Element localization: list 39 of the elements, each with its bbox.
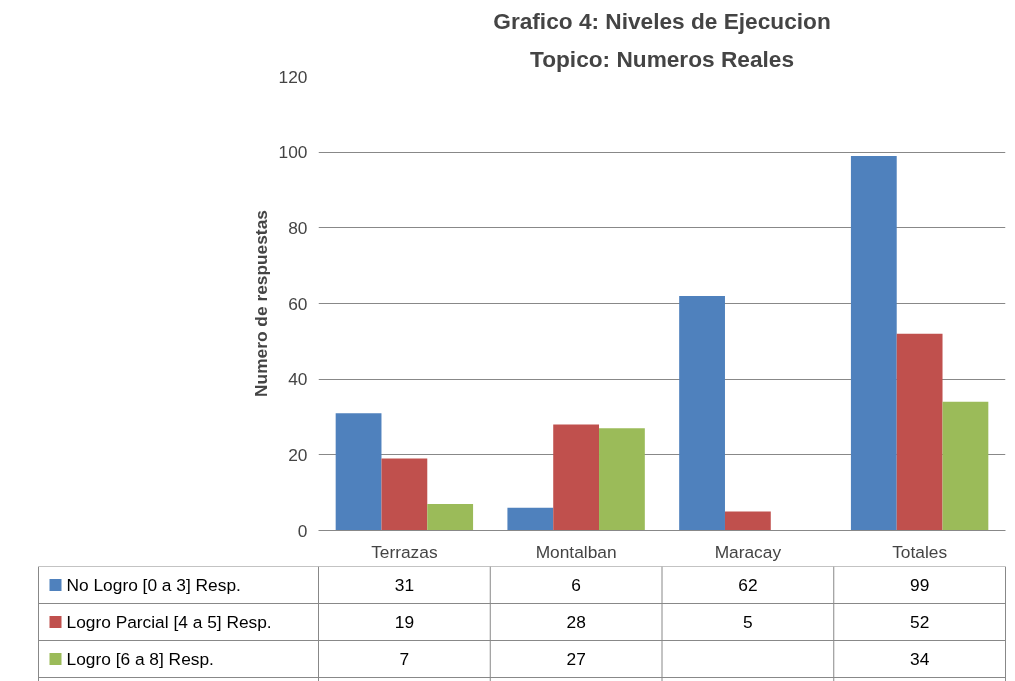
bar — [507, 507, 554, 531]
legend-label: No Logro [0 a 3] Resp. — [66, 575, 241, 595]
data-label: 5 — [743, 612, 753, 632]
bar — [724, 511, 771, 531]
data-label: 62 — [738, 575, 758, 595]
x-tick-label: Terrazas — [371, 541, 438, 562]
bar — [679, 295, 725, 531]
chart-title: Grafico 4: Niveles de Ejecucion — [493, 7, 831, 34]
y-axis-title: Numero de respuestas — [250, 210, 271, 397]
x-tick-label: Maracay — [714, 541, 782, 562]
x-tick-label: Totales — [892, 541, 948, 562]
y-tick-label: 100 — [278, 142, 308, 163]
data-label: 7 — [399, 649, 410, 669]
legend-label: Logro Parcial [4 a 5] Resp. — [66, 612, 272, 632]
bar — [381, 458, 428, 531]
x-tick-label: Montalban — [535, 541, 617, 562]
bar — [599, 428, 645, 531]
data-label: 99 — [909, 575, 930, 595]
data-label: 27 — [566, 649, 586, 669]
y-tick-label: 20 — [288, 444, 308, 465]
bar — [896, 333, 943, 531]
data-label: 19 — [394, 612, 415, 632]
data-label: 52 — [909, 612, 930, 632]
legend-label: Logro [6 a 8] Resp. — [66, 649, 214, 669]
data-label: 28 — [566, 612, 586, 632]
bar — [553, 424, 600, 531]
bar — [427, 504, 474, 531]
y-tick-label: 0 — [297, 520, 308, 541]
bar — [335, 413, 382, 531]
y-tick-label: 40 — [288, 369, 308, 390]
data-label: 34 — [909, 649, 930, 669]
bar — [850, 155, 897, 531]
y-tick-label: 60 — [288, 293, 308, 314]
y-tick-label: 80 — [288, 217, 308, 238]
data-label: 31 — [394, 575, 415, 595]
data-label: 6 — [571, 575, 581, 595]
bar — [942, 401, 989, 531]
y-tick-label: 120 — [278, 66, 308, 87]
chart-subtitle: Topico: Numeros Reales — [530, 45, 794, 72]
